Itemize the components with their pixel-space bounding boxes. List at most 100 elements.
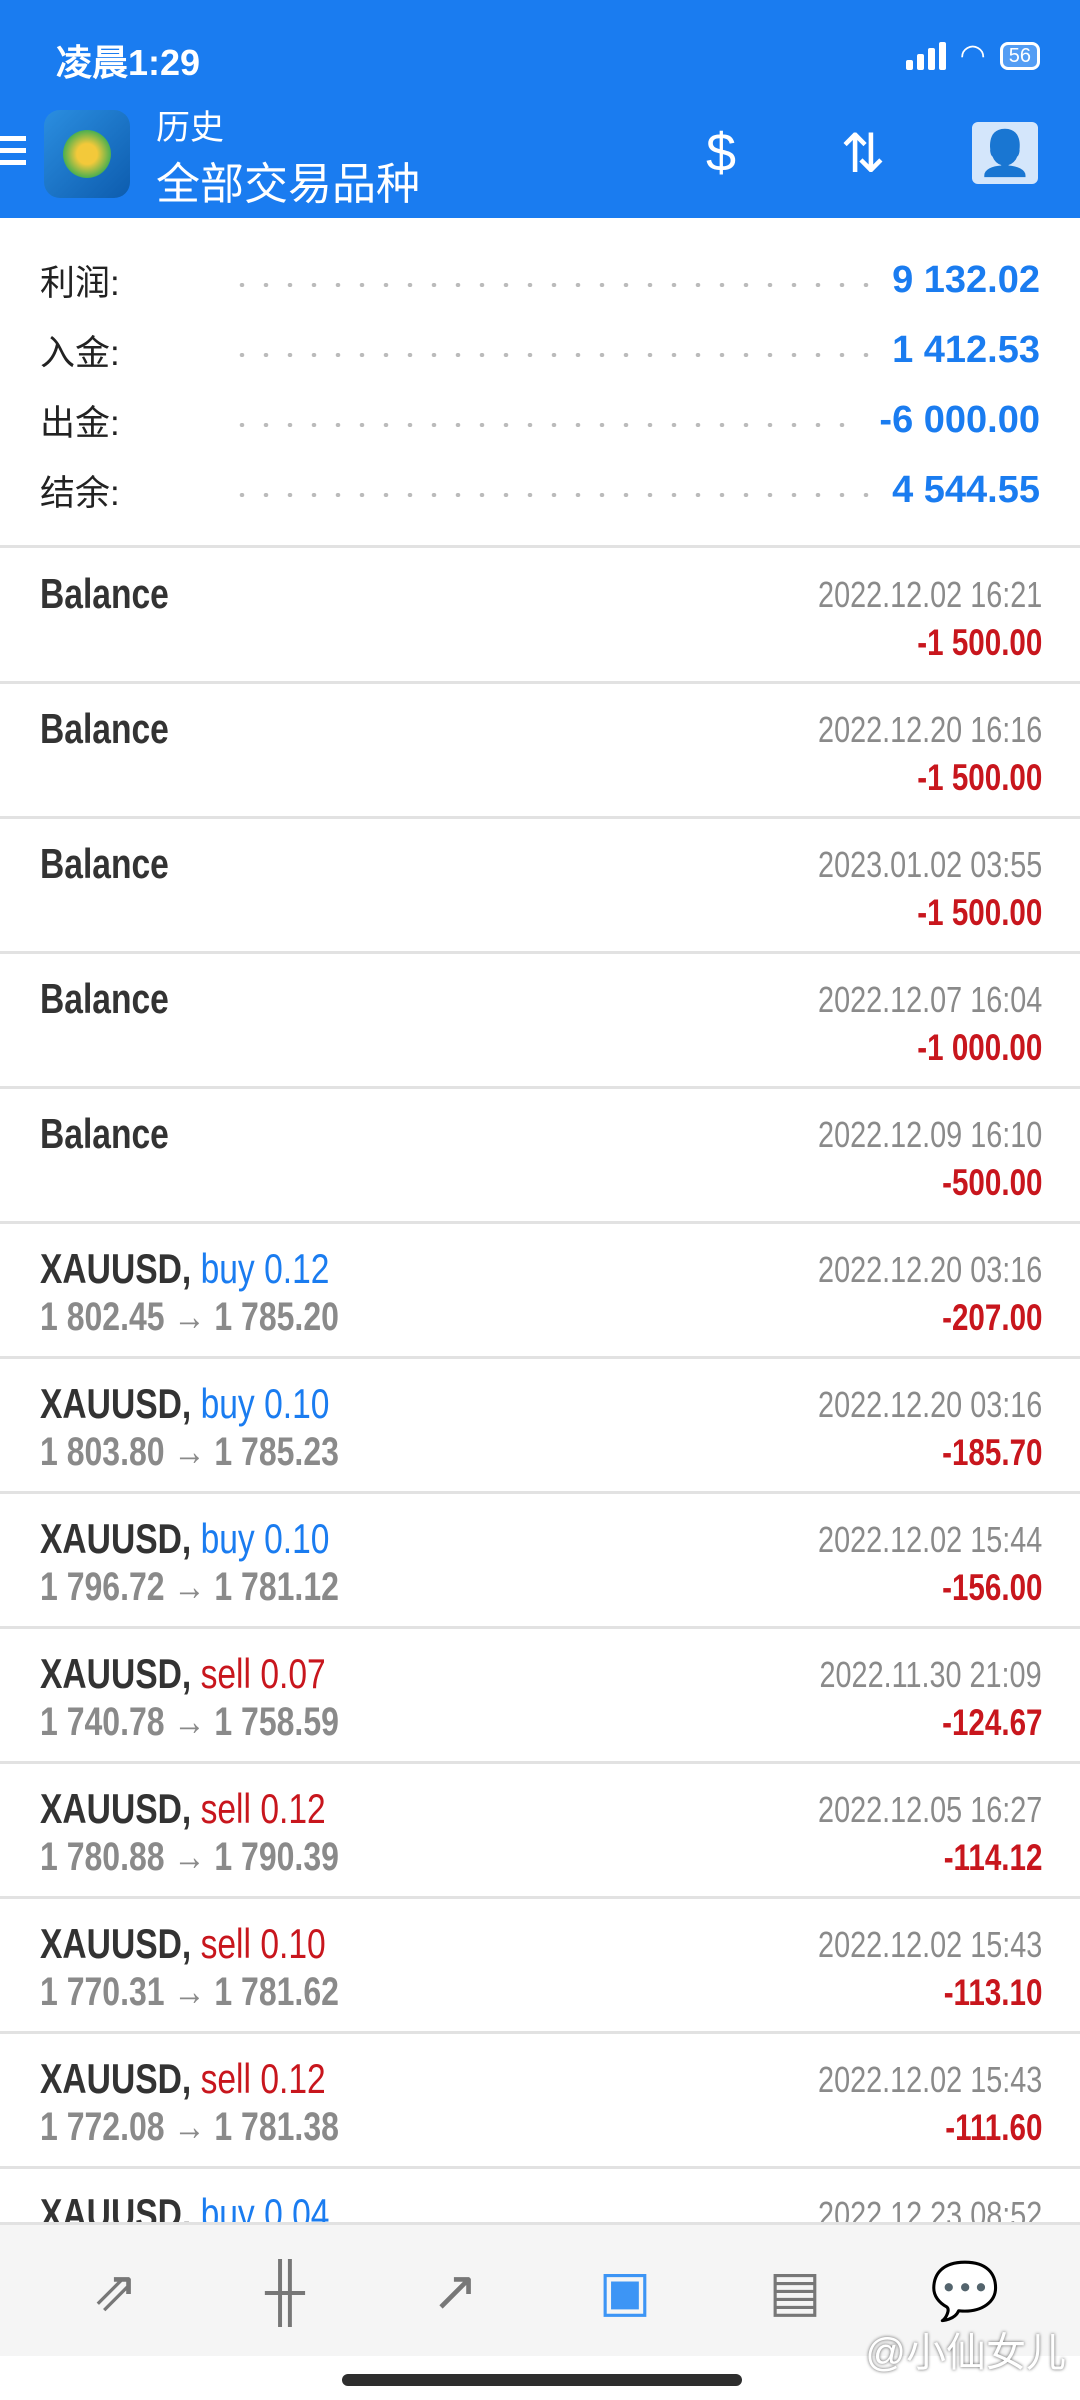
row-profit: -111.60	[944, 2107, 1042, 2148]
summary-label: 结余:	[40, 473, 120, 513]
row-divider	[0, 681, 1080, 684]
signal-icon	[905, 41, 946, 70]
history-row[interactable]: Balance 2022.12.07 16:04 -1 000.00	[0, 953, 1080, 1088]
history-icon[interactable]: ▣	[598, 2258, 652, 2322]
dotted-leader	[230, 423, 860, 427]
row-time: 2022.12.20 03:16	[817, 1249, 1042, 1290]
row-time: 2022.12.20 03:16	[817, 1384, 1042, 1425]
history-row[interactable]: XAUUSD, buy 0.10 1 796.72 → 1 781.12 2022.…	[0, 1493, 1080, 1628]
row-profit: -156.00	[941, 1567, 1042, 1608]
quotes-icon[interactable]: ↗	[431, 2258, 479, 2322]
sort-icon[interactable]: ⇅	[840, 123, 886, 184]
symbol: XAUUSD,	[40, 2055, 192, 2102]
row-symbol: XAUUSD, sell 0.12	[40, 1785, 326, 1833]
row-symbol: Balance	[40, 1110, 169, 1158]
row-symbol: XAUUSD, sell 0.07	[40, 1650, 326, 1698]
row-divider	[0, 1221, 1080, 1224]
summary-row: 结余: 4 544.55	[40, 465, 1040, 515]
page-subtitle: 历史	[156, 109, 224, 147]
row-divider	[0, 951, 1080, 954]
row-divider	[0, 1086, 1080, 1089]
row-divider	[0, 1896, 1080, 1899]
trade-side: buy 0.10	[200, 1515, 330, 1562]
row-profit: -185.70	[941, 1432, 1042, 1473]
menu-icon[interactable]	[0, 136, 26, 172]
chat-icon[interactable]: 💬	[930, 2258, 1000, 2322]
summary-row: 入金: 1 412.53	[40, 325, 1040, 375]
news-icon[interactable]: ▤	[768, 2258, 822, 2322]
history-row[interactable]: Balance 2023.01.02 03:55 -1 500.00	[0, 818, 1080, 953]
home-indicator[interactable]	[342, 2374, 742, 2386]
symbol: XAUUSD,	[40, 1380, 192, 1427]
row-divider	[0, 816, 1080, 819]
open-close-prices: 1 770.31 → 1 781.62	[40, 1970, 339, 2014]
row-profit: -207.00	[941, 1297, 1042, 1338]
symbol: Balance	[40, 975, 169, 1022]
status-icons: ◠ 56	[905, 38, 1040, 73]
row-time: 2022.12.09 16:10	[817, 1114, 1042, 1155]
history-row[interactable]: XAUUSD, sell 0.07 1 740.78 → 1 758.59 2022…	[0, 1628, 1080, 1763]
row-divider	[0, 1761, 1080, 1764]
row-time: 2022.12.02 15:44	[817, 1519, 1042, 1560]
row-time: 2022.11.30 21:09	[819, 1654, 1042, 1695]
symbol: Balance	[40, 840, 169, 887]
row-symbol: Balance	[40, 705, 169, 753]
calendar-period-icon[interactable]: 👤	[972, 122, 1038, 184]
summary-label: 入金:	[40, 333, 120, 373]
row-symbol: XAUUSD, sell 0.12	[40, 2055, 326, 2103]
watermark: @小仙女儿	[865, 2331, 1066, 2375]
row-profit: -1 500.00	[916, 757, 1042, 798]
summary-row: 利润: 9 132.02	[40, 255, 1040, 305]
divider	[0, 545, 1080, 548]
row-profit: -500.00	[941, 1162, 1042, 1203]
open-close-prices: 1 772.08 → 1 781.38	[40, 2105, 339, 2149]
row-symbol: XAUUSD, buy 0.10	[40, 1380, 329, 1428]
app-header: 凌晨1:29 ◠ 56 历史 全部交易品种 $ ⇅ 👤	[0, 0, 1080, 218]
row-profit: -1 000.00	[916, 1027, 1042, 1068]
history-row[interactable]: XAUUSD, buy 0.10 1 803.80 → 1 785.23 2022.…	[0, 1358, 1080, 1493]
history-row[interactable]: Balance 2022.12.09 16:10 -500.00	[0, 1088, 1080, 1223]
open-close-prices: 1 796.72 → 1 781.12	[40, 1565, 339, 1609]
chart-icon[interactable]: ╫	[265, 2259, 305, 2322]
history-row[interactable]: Balance 2022.12.20 16:16 -1 500.00	[0, 683, 1080, 818]
row-time: 2022.12.05 16:27	[817, 1789, 1042, 1830]
history-row[interactable]: Balance 2022.12.02 16:21 -1 500.00	[0, 548, 1080, 683]
trade-side: sell 0.12	[200, 2055, 326, 2102]
row-time: 2022.12.02 16:21	[817, 574, 1042, 615]
symbol: Balance	[40, 705, 169, 752]
symbol: XAUUSD,	[40, 1920, 192, 1967]
symbol: XAUUSD,	[40, 1785, 192, 1832]
summary-value: 1 412.53	[892, 328, 1040, 371]
history-row[interactable]: XAUUSD, sell 0.12 1 780.88 → 1 790.39 2022…	[0, 1763, 1080, 1898]
trade-side: sell 0.12	[200, 1785, 326, 1832]
summary-label: 利润:	[40, 263, 120, 303]
row-divider	[0, 2166, 1080, 2169]
row-profit: -113.10	[943, 1972, 1042, 2013]
trade-side: sell 0.07	[200, 1650, 326, 1697]
dotted-leader	[230, 493, 873, 497]
open-close-prices: 1 802.45 → 1 785.20	[40, 1295, 339, 1339]
row-symbol: XAUUSD, buy 0.12	[40, 1245, 329, 1293]
trade-icon[interactable]: ⇗	[91, 2258, 139, 2322]
row-profit: -124.67	[941, 1702, 1042, 1743]
symbol: XAUUSD,	[40, 1245, 192, 1292]
trade-side: sell 0.10	[200, 1920, 326, 1967]
currency-exchange-icon[interactable]: $	[705, 123, 737, 183]
app-logo	[44, 110, 130, 198]
row-time: 2022.12.07 16:04	[817, 979, 1042, 1020]
summary-label: 出金:	[40, 403, 120, 443]
dotted-leader	[230, 353, 873, 357]
history-row[interactable]: XAUUSD, sell 0.12 1 772.08 → 1 781.38 2022…	[0, 2033, 1080, 2168]
history-row[interactable]: XAUUSD, sell 0.10 1 770.31 → 1 781.62 2022…	[0, 1898, 1080, 2033]
status-time: 凌晨1:29	[56, 42, 201, 83]
row-symbol: Balance	[40, 570, 169, 618]
symbol: XAUUSD,	[40, 1515, 192, 1562]
row-symbol: XAUUSD, buy 0.10	[40, 1515, 329, 1563]
row-time: 2022.12.20 16:16	[817, 709, 1042, 750]
battery-icon: 56	[999, 41, 1040, 70]
row-time: 2022.12.02 15:43	[817, 2059, 1042, 2100]
summary-value: 4 544.55	[892, 468, 1040, 511]
page-title[interactable]: 全部交易品种	[156, 160, 420, 209]
history-row[interactable]: XAUUSD, buy 0.12 1 802.45 → 1 785.20 2022.…	[0, 1223, 1080, 1358]
row-time: 2023.01.02 03:55	[817, 844, 1042, 885]
